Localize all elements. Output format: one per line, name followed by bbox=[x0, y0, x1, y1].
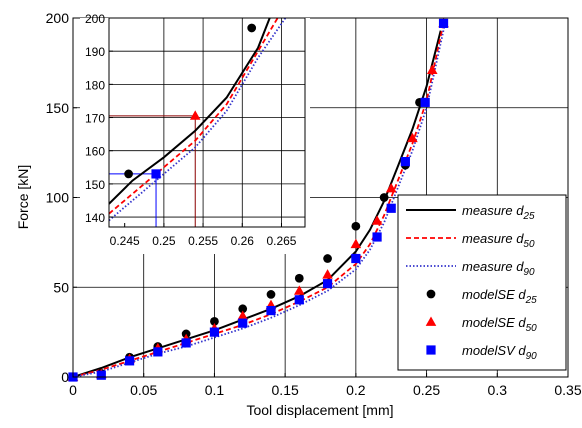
x-tick-label: 0.255 bbox=[188, 234, 218, 248]
y-tick-label: 200 bbox=[46, 10, 70, 26]
data-point-triangle bbox=[237, 310, 249, 320]
data-point-triangle bbox=[407, 132, 418, 143]
series-modelSV-90 bbox=[151, 169, 161, 179]
inset-frame bbox=[108, 17, 306, 228]
data-point-triangle bbox=[385, 183, 397, 193]
y-tick-label: 200 bbox=[85, 12, 105, 26]
data-point-square bbox=[266, 305, 276, 316]
x-tick-label: 0.2 bbox=[346, 382, 366, 398]
legend-item-measure-90: measure d90 bbox=[406, 259, 535, 278]
legend-marker-swatch bbox=[425, 316, 437, 326]
data-point-circle bbox=[247, 23, 257, 33]
y-tick-label: 170 bbox=[85, 112, 105, 126]
legend-item-modelSE-50: modelSE d50 bbox=[425, 315, 537, 334]
legend-marker-swatch bbox=[426, 345, 436, 355]
data-point-triangle bbox=[371, 215, 383, 225]
inset-series bbox=[109, 18, 287, 227]
x-tick-label: 0.265 bbox=[266, 234, 296, 248]
y-tick-label: 150 bbox=[85, 178, 105, 192]
series-line bbox=[73, 23, 446, 377]
series-measure-90 bbox=[109, 18, 287, 222]
x-tick-label: 0.26 bbox=[231, 234, 255, 248]
data-point-square bbox=[386, 203, 396, 213]
legend-box bbox=[397, 194, 567, 371]
data-point-square bbox=[124, 356, 135, 366]
series-measure-25 bbox=[109, 18, 271, 205]
legend-label: modelSE d50 bbox=[462, 315, 537, 334]
legend-item-modelSE-25: modelSE d25 bbox=[426, 287, 537, 306]
legend-label: modelSV d90 bbox=[462, 343, 537, 362]
x-tick-label: 0.05 bbox=[130, 382, 157, 398]
y-tick-label: 180 bbox=[85, 78, 105, 92]
y-tick-label: 160 bbox=[85, 145, 105, 159]
y-tick-label: 150 bbox=[46, 100, 70, 116]
data-point-square bbox=[151, 169, 161, 179]
data-point-triangle bbox=[350, 238, 362, 249]
legend-marker-swatch bbox=[426, 289, 436, 299]
data-point-circle bbox=[323, 254, 332, 263]
x-tick-label: 0.25 bbox=[152, 234, 176, 248]
series-measure-50 bbox=[109, 18, 279, 215]
data-point-square bbox=[420, 97, 430, 107]
legend-item-measure-25: measure d25 bbox=[406, 203, 535, 222]
y-tick-label: 0 bbox=[61, 369, 69, 385]
data-point-square bbox=[351, 253, 361, 264]
data-point-square bbox=[322, 279, 333, 289]
series-line bbox=[109, 18, 287, 222]
data-point-square bbox=[181, 338, 191, 348]
main-series bbox=[67, 17, 449, 382]
y-tick-label: 50 bbox=[53, 279, 69, 295]
data-point-circle bbox=[124, 169, 133, 179]
main-ticks: 0 0.05 0.1 0.15 0.2 0.25 0.3 0.35 0 50 100 150 200 bbox=[46, 10, 582, 398]
data-point-circle bbox=[379, 193, 389, 202]
series-modelSE-50 bbox=[189, 110, 201, 120]
legend-label: modelSE d25 bbox=[462, 287, 537, 306]
x-axis-label: Tool displacement [mm] bbox=[246, 402, 393, 418]
data-point-square bbox=[294, 295, 304, 305]
data-point-circle bbox=[238, 304, 248, 314]
data-point-circle bbox=[266, 290, 276, 299]
data-point-square bbox=[209, 327, 220, 337]
data-point-triangle bbox=[189, 110, 201, 120]
x-tick-label: 0.3 bbox=[488, 382, 508, 398]
data-point-triangle bbox=[426, 64, 438, 74]
inset-plot: 0.245 0.25 0.255 0.26 0.265 140 150 160 170 180 19… bbox=[80, 12, 310, 254]
x-tick-label: 0.35 bbox=[554, 382, 581, 398]
inset-grid bbox=[109, 17, 305, 227]
data-point-triangle bbox=[322, 269, 333, 279]
legend-label: measure d25 bbox=[462, 203, 535, 222]
data-point-square bbox=[438, 18, 449, 28]
y-axis-label: Force [kN] bbox=[15, 165, 31, 230]
x-tick-label: 0.245 bbox=[110, 234, 140, 248]
x-tick-label: 0 bbox=[69, 382, 77, 398]
data-point-triangle bbox=[293, 285, 305, 295]
legend-items: measure d25 measure d50 measure d90 modelSE… bbox=[406, 203, 537, 362]
data-point-circle bbox=[351, 221, 361, 231]
inset-ticks: 0.245 0.25 0.255 0.26 0.265 140 150 160 170 180 19… bbox=[85, 12, 297, 248]
legend-label: measure d90 bbox=[462, 259, 535, 278]
data-point-square bbox=[372, 232, 382, 242]
y-tick-label: 100 bbox=[46, 190, 70, 206]
y-tick-label: 140 bbox=[85, 211, 105, 225]
x-tick-label: 0.1 bbox=[205, 382, 225, 398]
data-point-circle bbox=[210, 316, 219, 326]
data-point-square bbox=[153, 347, 163, 357]
legend: measure d25 measure d50 measure d90 modelSE… bbox=[397, 194, 567, 371]
legend-label: measure d50 bbox=[462, 231, 535, 250]
y-tick-label: 190 bbox=[85, 45, 105, 59]
data-point-square bbox=[400, 157, 410, 167]
data-point-square bbox=[96, 370, 106, 380]
legend-item-measure-50: measure d50 bbox=[406, 231, 535, 250]
series-line bbox=[109, 18, 271, 205]
series-line bbox=[109, 18, 279, 215]
data-point-square bbox=[238, 318, 248, 328]
data-point-circle bbox=[294, 273, 304, 283]
series-measure-90 bbox=[73, 23, 446, 377]
x-tick-label: 0.15 bbox=[272, 382, 299, 398]
series-modelSE-25 bbox=[124, 23, 257, 179]
legend-item-modelSV-90: modelSV d90 bbox=[426, 343, 537, 362]
x-tick-label: 0.25 bbox=[413, 382, 440, 398]
